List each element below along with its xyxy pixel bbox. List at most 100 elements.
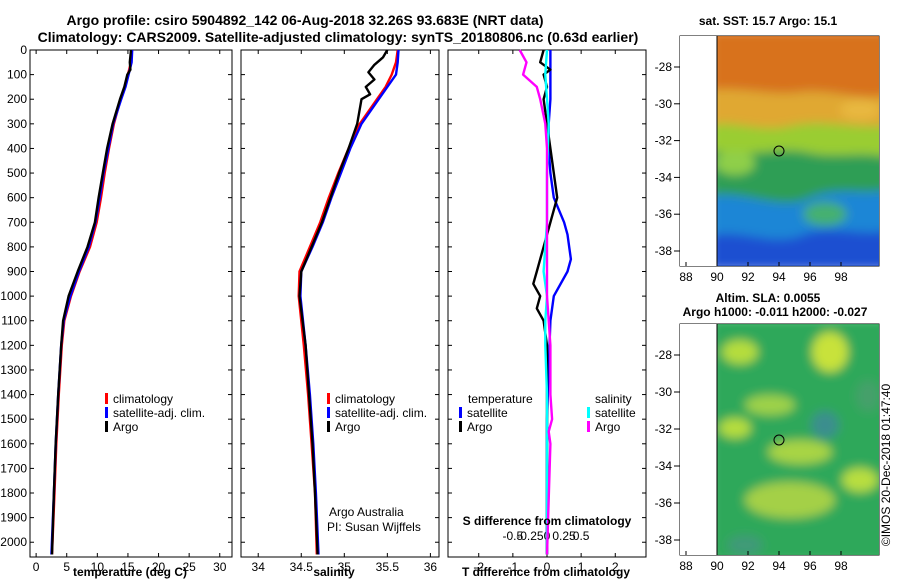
sla-lon-label: 92: [741, 559, 755, 573]
legend-label-s-satellite: satellite: [595, 406, 636, 420]
y-tick-label: 800: [7, 240, 27, 254]
difference-legend: temperature satellite Argo salinity sate…: [459, 392, 636, 528]
sla-lat-label: -32: [655, 422, 673, 436]
y-tick-label: 600: [7, 191, 27, 205]
x-tick-label: 35.5: [376, 560, 400, 574]
sla-lat-label: -28: [655, 348, 673, 362]
sla-lon-label: 90: [710, 559, 724, 573]
difference-axis-title: T difference from climatology: [462, 565, 630, 579]
legend-title-salinity: salinity: [595, 392, 632, 406]
legend-label-satellite: satellite-adj. clim.: [113, 406, 205, 420]
sst-lon-label: 96: [803, 270, 817, 284]
series-argo: [298, 49, 389, 555]
sst-map-blank-area: [680, 36, 717, 266]
y-tick-label: 1900: [0, 511, 27, 525]
x-tick-label: 0: [544, 560, 551, 574]
x-tick-label: 20: [152, 560, 166, 574]
y-tick-label: 1000: [0, 289, 27, 303]
y-tick-label: 1400: [0, 388, 27, 402]
series-climatology: [50, 49, 133, 555]
sst-lon-label: 88: [679, 270, 693, 284]
y-tick-label: 700: [7, 215, 27, 229]
series-satellite-adj-clim-: [50, 49, 134, 555]
sla-lon-label: 94: [772, 559, 786, 573]
sst-map-argo-marker: [773, 145, 785, 157]
sla-lon-label: 98: [834, 559, 848, 573]
s-tick-label: -0.5: [503, 529, 524, 543]
legend-swatch-climatology: [327, 393, 330, 404]
legend-label-satellite: satellite-adj. clim.: [335, 406, 427, 420]
legend-swatch-satellite: [327, 407, 330, 418]
legend-label-argo: Argo: [335, 420, 361, 434]
credit-text: ©IMOS 20-Dec-2018 01:47:40: [879, 384, 893, 547]
y-tick-label: 1700: [0, 461, 27, 475]
legend-swatch-satellite: [105, 407, 108, 418]
salinity-legend: climatology satellite-adj. clim. Argo Ar…: [327, 392, 427, 534]
y-tick-label: 1100: [1, 314, 27, 328]
difference-plot: -2 -1 0 1 2-0.5-0.25 0 0.250.5: [448, 49, 646, 574]
y-tick-label: 2000: [0, 535, 27, 549]
y-tick-label: 1200: [0, 338, 27, 352]
sla-map: [679, 323, 880, 556]
sla-lat-label: -34: [655, 459, 673, 473]
x-tick-label: 1: [578, 560, 585, 574]
salinity-panel-frame: [240, 49, 440, 558]
x-tick-label: 36: [424, 560, 438, 574]
temperature-axis-title: temperature (deg C): [73, 565, 187, 579]
sla-lon-label: 88: [679, 559, 693, 573]
sst-lat-label: -28: [655, 60, 673, 74]
x-tick-label: -1: [508, 560, 519, 574]
sst-map-title: sat. SST: 15.7 Argo: 15.1: [699, 14, 838, 28]
x-tick-label: 25: [182, 560, 196, 574]
sst-lon-label: 92: [741, 270, 755, 284]
y-tick-label: 400: [7, 141, 27, 155]
series-argo: [50, 49, 133, 555]
temperature-panel-frame: [29, 49, 233, 558]
sla-lat-label: -36: [655, 496, 673, 510]
legend-swatch-s-argo: [587, 421, 590, 432]
s-tick-label: 0.25: [552, 529, 576, 543]
legend-label-climatology: climatology: [113, 392, 173, 406]
legend-swatch-t-argo: [459, 421, 462, 432]
sst-lon-label: 90: [710, 270, 724, 284]
temperature-legend: climatology satellite-adj. clim. Argo: [105, 392, 205, 434]
sla-map-title-1: Altim. SLA: 0.0055: [716, 291, 821, 305]
s-tick-label: 0.5: [573, 529, 590, 543]
series-s-argo: [518, 49, 554, 555]
annotation-argo-australia: Argo Australia: [329, 505, 404, 519]
sla-map-field: [717, 324, 879, 555]
y-tick-label: 100: [7, 68, 27, 82]
x-tick-label: 15: [121, 560, 135, 574]
y-tick-label: 1600: [0, 437, 27, 451]
x-tick-label: 30: [213, 560, 227, 574]
y-tick-label: 1300: [0, 363, 27, 377]
sla-map-blank-area: [680, 324, 717, 555]
y-tick-label: 900: [7, 265, 27, 279]
legend-swatch-s-satellite: [587, 407, 590, 418]
sst-lon-label: 94: [772, 270, 786, 284]
x-tick-label: 35: [338, 560, 352, 574]
salinity-plot: 34 34.5 35 35.5 36: [241, 49, 439, 574]
legend-label-t-satellite: satellite: [467, 406, 508, 420]
x-tick-label: 5: [63, 560, 70, 574]
y-tick-label: 200: [7, 92, 27, 106]
legend-swatch-argo: [327, 421, 330, 432]
sst-lat-label: -36: [655, 207, 673, 221]
sla-map-title-2: Argo h1000: -0.011 h2000: -0.027: [683, 305, 868, 319]
s-tick-label: -0.25: [516, 529, 544, 543]
x-tick-label: -2: [473, 560, 484, 574]
sst-lat-label: -30: [655, 97, 673, 111]
legend-label-s-argo: Argo: [595, 420, 621, 434]
legend-swatch-t-satellite: [459, 407, 462, 418]
series-t-satellite: [545, 50, 573, 555]
figure-title-line1: Argo profile: csiro 5904892_142 06-Aug-2…: [67, 12, 544, 28]
legend-swatch-argo: [105, 421, 108, 432]
x-tick-label: 34: [252, 560, 266, 574]
y-tick-label: 0: [20, 43, 27, 57]
sla-lon-label: 96: [803, 559, 817, 573]
x-tick-label: 2: [612, 560, 619, 574]
y-tick-label: 1500: [0, 412, 27, 426]
legend-label-climatology: climatology: [335, 392, 395, 406]
